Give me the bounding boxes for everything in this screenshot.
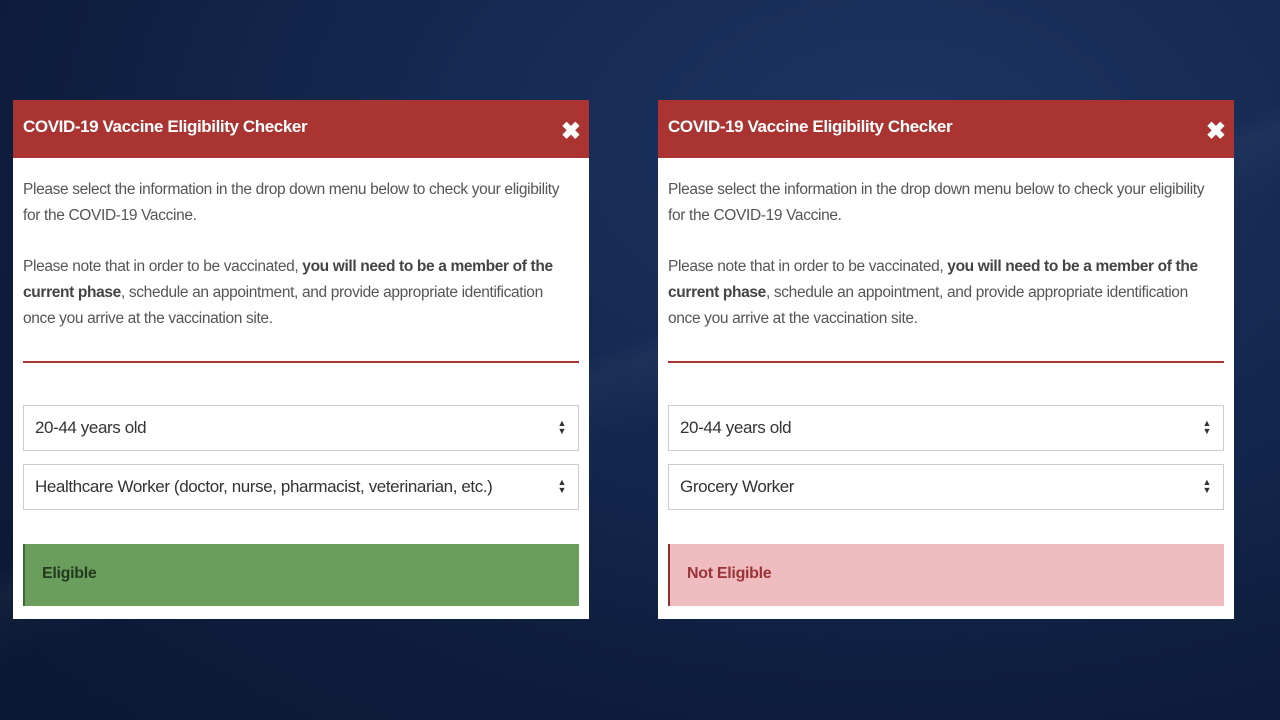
age-select[interactable]: 20-44 years old ▲ ▼ [23,405,579,451]
occupation-select[interactable]: Healthcare Worker (doctor, nurse, pharma… [23,464,579,510]
close-icon[interactable]: ✖ [1205,118,1226,145]
eligibility-checker-modal-not-eligible: COVID-19 Vaccine Eligibility Checker ✖ P… [658,100,1234,619]
modal-title: COVID-19 Vaccine Eligibility Checker [23,117,308,136]
modal-header: COVID-19 Vaccine Eligibility Checker ✖ [13,100,589,158]
note-text: Please note that in order to be vaccinat… [668,254,1224,332]
occupation-select-value: Healthcare Worker (doctor, nurse, pharma… [35,477,493,496]
note-text: Please note that in order to be vaccinat… [23,254,579,332]
result-not-eligible: Not Eligible [668,544,1224,606]
result-text: Eligible [42,565,97,582]
divider [668,361,1224,363]
eligibility-checker-modal-eligible: COVID-19 Vaccine Eligibility Checker ✖ P… [13,100,589,619]
select-arrows-icon: ▲ ▼ [557,477,566,495]
modal-title: COVID-19 Vaccine Eligibility Checker [668,117,953,136]
note-suffix: , schedule an appointment, and provide a… [23,284,543,327]
note-prefix: Please note that in order to be vaccinat… [23,258,303,275]
occupation-select-value: Grocery Worker [680,477,795,496]
age-select[interactable]: 20-44 years old ▲ ▼ [668,405,1224,451]
intro-text: Please select the information in the dro… [23,181,560,224]
note-bold: you will need to be a member of the curr… [23,258,553,301]
note-prefix: Please note that in order to be vaccinat… [668,258,948,275]
select-arrows-icon: ▲ ▼ [557,418,566,436]
occupation-select[interactable]: Grocery Worker ▲ ▼ [668,464,1224,510]
note-suffix: , schedule an appointment, and provide a… [668,284,1188,327]
intro-text: Please select the information in the dro… [668,181,1205,224]
select-arrows-icon: ▲ ▼ [1202,477,1211,495]
result-text: Not Eligible [687,565,772,582]
modal-header: COVID-19 Vaccine Eligibility Checker ✖ [658,100,1234,158]
note-bold: you will need to be a member of the curr… [668,258,1198,301]
close-icon[interactable]: ✖ [560,118,581,145]
select-arrows-icon: ▲ ▼ [1202,418,1211,436]
result-eligible: Eligible [23,544,579,606]
divider [23,361,579,363]
age-select-value: 20-44 years old [35,418,147,437]
age-select-value: 20-44 years old [680,418,792,437]
